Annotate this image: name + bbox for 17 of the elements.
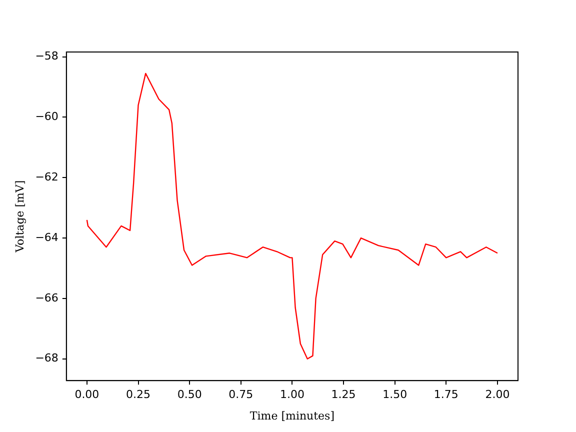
y-axis-title: Voltage [mV] [13, 180, 26, 254]
y-tick-label: −60 [35, 110, 58, 124]
x-tick-label: 1.00 [280, 388, 304, 402]
y-tick-label: −64 [35, 230, 58, 244]
y-tick-label: −66 [35, 291, 58, 304]
x-axis-title: Time [minutes] [250, 409, 334, 422]
x-tick-label: 2.00 [485, 388, 510, 402]
x-tick-label: 0.50 [177, 388, 202, 402]
x-tick-label: 1.25 [331, 388, 356, 402]
x-tick-label: 0.25 [126, 388, 151, 402]
x-tick-label: 0.00 [74, 388, 100, 402]
x-tick-label: 0.75 [228, 388, 254, 402]
y-tick-label: −68 [35, 352, 58, 365]
y-tick-label: −62 [35, 170, 58, 184]
x-tick-label: 1.75 [434, 388, 458, 402]
x-tick-label: 1.50 [382, 388, 408, 402]
y-tick-label: −58 [35, 50, 58, 63]
